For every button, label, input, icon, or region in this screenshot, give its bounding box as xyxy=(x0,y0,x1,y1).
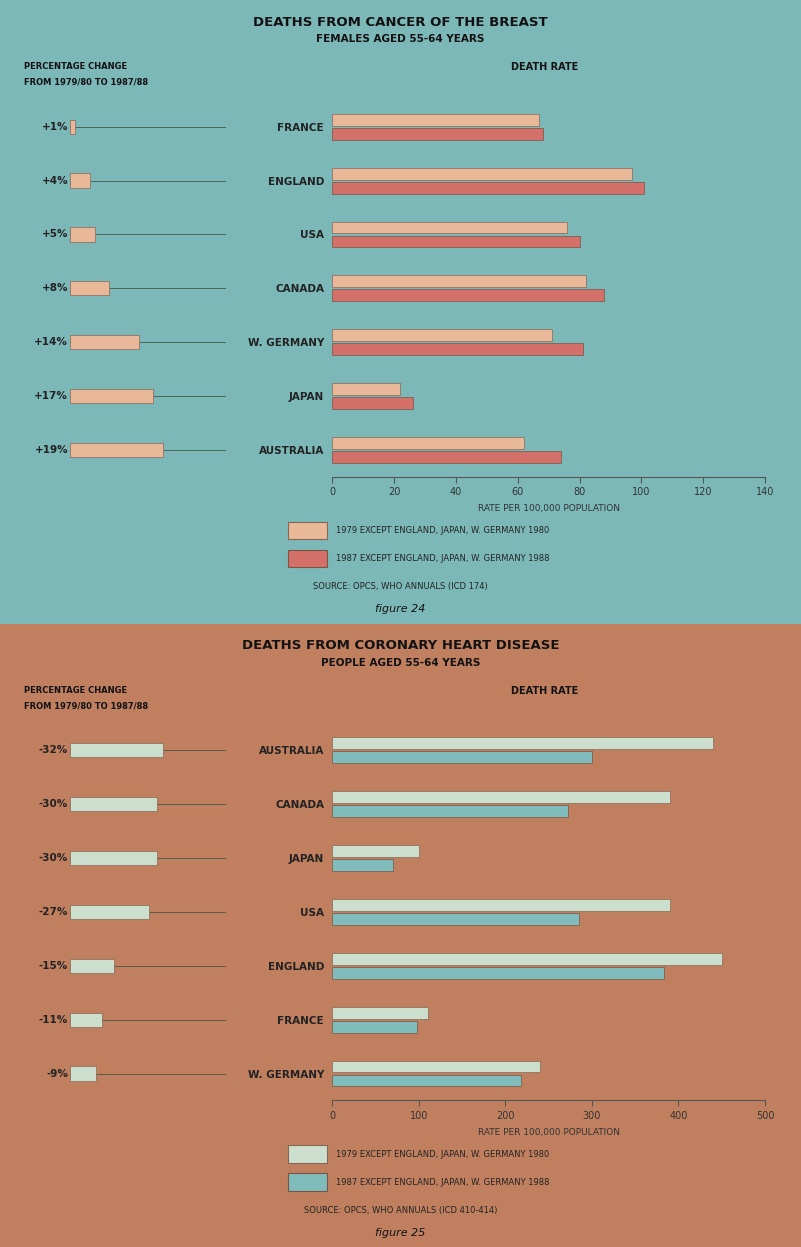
Bar xyxy=(332,899,670,910)
Bar xyxy=(332,438,524,449)
Text: DEATHS FROM CORONARY HEART DISEASE: DEATHS FROM CORONARY HEART DISEASE xyxy=(242,638,559,652)
Text: +8%: +8% xyxy=(42,283,68,293)
Text: +17%: +17% xyxy=(34,392,68,402)
Text: -15%: -15% xyxy=(38,960,68,970)
Bar xyxy=(70,905,148,919)
Bar xyxy=(70,282,110,296)
Bar xyxy=(332,859,393,870)
Bar xyxy=(332,1006,428,1019)
Bar xyxy=(332,343,582,355)
Bar xyxy=(332,236,580,247)
Text: FEMALES AGED 55-64 YEARS: FEMALES AGED 55-64 YEARS xyxy=(316,35,485,45)
Text: -9%: -9% xyxy=(46,1069,68,1079)
Text: figure 24: figure 24 xyxy=(376,604,425,615)
Text: +1%: +1% xyxy=(42,122,68,132)
Bar xyxy=(70,850,157,865)
Bar xyxy=(70,743,163,757)
Text: FROM 1979/80 TO 1987/88: FROM 1979/80 TO 1987/88 xyxy=(24,701,148,711)
Bar xyxy=(288,1145,327,1162)
Bar xyxy=(332,913,579,925)
Text: -32%: -32% xyxy=(38,746,68,756)
Bar xyxy=(332,167,632,180)
Bar xyxy=(70,959,114,973)
Bar xyxy=(332,127,542,140)
Text: -27%: -27% xyxy=(38,907,68,917)
Text: 1987 EXCEPT ENGLAND, JAPAN, W. GERMANY 1988: 1987 EXCEPT ENGLAND, JAPAN, W. GERMANY 1… xyxy=(336,1177,550,1187)
Bar xyxy=(332,1021,417,1033)
Bar xyxy=(70,389,153,403)
Text: 1979 EXCEPT ENGLAND, JAPAN, W. GERMANY 1980: 1979 EXCEPT ENGLAND, JAPAN, W. GERMANY 1… xyxy=(336,526,549,535)
Bar xyxy=(332,398,413,409)
Bar xyxy=(70,173,90,188)
Bar xyxy=(288,550,327,567)
Text: FROM 1979/80 TO 1987/88: FROM 1979/80 TO 1987/88 xyxy=(24,77,148,87)
Text: -30%: -30% xyxy=(38,799,68,809)
Bar xyxy=(332,276,586,287)
Bar xyxy=(332,737,713,749)
Text: +14%: +14% xyxy=(34,337,68,347)
Text: figure 25: figure 25 xyxy=(376,1227,425,1237)
Text: DEATH RATE: DEATH RATE xyxy=(511,686,578,696)
Bar xyxy=(332,1061,540,1072)
Text: +19%: +19% xyxy=(34,445,68,455)
Bar xyxy=(332,451,561,463)
Bar xyxy=(70,797,157,812)
X-axis label: RATE PER 100,000 POPULATION: RATE PER 100,000 POPULATION xyxy=(477,1127,620,1137)
Text: +4%: +4% xyxy=(42,176,68,186)
Bar xyxy=(70,1066,96,1081)
Text: DEATH RATE: DEATH RATE xyxy=(511,62,578,72)
Bar xyxy=(70,1013,103,1026)
Bar xyxy=(332,329,552,342)
Bar xyxy=(332,289,604,302)
Text: PERCENTAGE CHANGE: PERCENTAGE CHANGE xyxy=(24,686,127,695)
Bar xyxy=(70,227,95,242)
Bar xyxy=(332,182,645,193)
Bar xyxy=(70,120,75,133)
Text: PERCENTAGE CHANGE: PERCENTAGE CHANGE xyxy=(24,62,127,71)
Bar xyxy=(332,113,539,126)
Text: +5%: +5% xyxy=(42,229,68,239)
Text: SOURCE: OPCS, WHO ANNUALS (ICD 174): SOURCE: OPCS, WHO ANNUALS (ICD 174) xyxy=(313,582,488,591)
Bar xyxy=(332,806,568,817)
Text: -11%: -11% xyxy=(38,1015,68,1025)
Bar xyxy=(332,222,567,233)
Bar xyxy=(70,335,139,349)
Bar xyxy=(332,383,400,395)
Text: -30%: -30% xyxy=(38,853,68,863)
Bar xyxy=(332,791,670,803)
Text: 1979 EXCEPT ENGLAND, JAPAN, W. GERMANY 1980: 1979 EXCEPT ENGLAND, JAPAN, W. GERMANY 1… xyxy=(336,1150,549,1158)
Bar xyxy=(332,1075,521,1086)
Bar xyxy=(332,751,592,763)
Text: PEOPLE AGED 55-64 YEARS: PEOPLE AGED 55-64 YEARS xyxy=(321,658,480,668)
Bar xyxy=(288,521,327,539)
Text: DEATHS FROM CANCER OF THE BREAST: DEATHS FROM CANCER OF THE BREAST xyxy=(253,16,548,29)
Bar xyxy=(332,845,419,857)
Bar xyxy=(332,953,722,965)
Bar xyxy=(70,443,163,458)
X-axis label: RATE PER 100,000 POPULATION: RATE PER 100,000 POPULATION xyxy=(477,504,620,514)
Bar xyxy=(332,966,664,979)
Text: 1987 EXCEPT ENGLAND, JAPAN, W. GERMANY 1988: 1987 EXCEPT ENGLAND, JAPAN, W. GERMANY 1… xyxy=(336,554,550,564)
Bar xyxy=(288,1173,327,1191)
Text: SOURCE: OPCS, WHO ANNUALS (ICD 410-414): SOURCE: OPCS, WHO ANNUALS (ICD 410-414) xyxy=(304,1206,497,1215)
